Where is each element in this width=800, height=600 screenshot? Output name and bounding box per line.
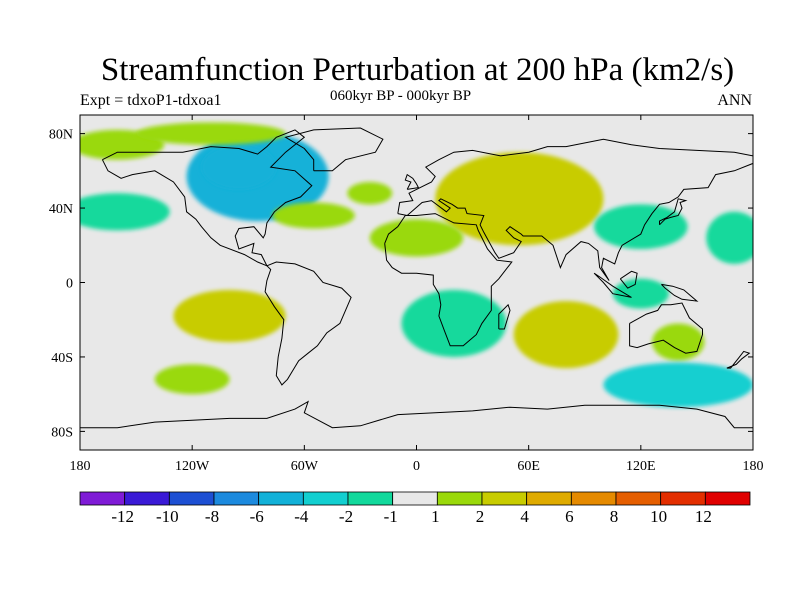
- region-south-atlantic-positive: [154, 364, 230, 395]
- coastline-greenland: [284, 127, 384, 172]
- x-tick-label: 120E: [626, 459, 656, 474]
- colorbar-swatch: [436, 491, 483, 506]
- coastline-uk: [404, 173, 420, 190]
- region-pacific-negative-east: [706, 211, 753, 264]
- colorbar-label: 12: [695, 507, 712, 526]
- region-north-america-core: [201, 144, 277, 190]
- region-africa-north-positive: [369, 219, 464, 257]
- coastline-eurasia: [397, 138, 753, 281]
- region-southern-africa-negative: [401, 289, 507, 357]
- x-tick-label: 120W: [175, 459, 210, 474]
- experiment-label: Expt = tdxoP1-tdxoa1: [80, 92, 222, 109]
- season-label: ANN: [717, 92, 752, 109]
- region-south-pacific-positive: [173, 289, 286, 343]
- coastline-antarctica: [80, 400, 753, 429]
- y-tick-label: 40N: [49, 202, 73, 217]
- colorbar-swatch: [79, 491, 126, 506]
- region-asia-core: [496, 176, 580, 229]
- colorbar-swatch: [213, 491, 260, 506]
- colorbar-label: -2: [339, 507, 353, 526]
- colorbar-swatch: [660, 491, 706, 506]
- period-label: 060kyr BP - 000kyr BP: [330, 88, 472, 104]
- colorbar-swatch: [302, 491, 349, 506]
- colorbar-label: 6: [565, 507, 574, 526]
- region-indian-ocean-positive: [513, 301, 619, 369]
- region-europe-positive: [347, 182, 393, 205]
- colorbar-swatch: [168, 491, 215, 506]
- colorbar-label: 1: [431, 507, 440, 526]
- colorbar-label: -12: [111, 507, 134, 526]
- colorbar-label: 2: [476, 507, 485, 526]
- colorbar-label: -10: [156, 507, 179, 526]
- y-tick-label: 0: [66, 277, 73, 292]
- region-australia-positive: [652, 323, 705, 361]
- region-southern-ocean-negative: [603, 362, 753, 408]
- y-tick-label: 80S: [51, 425, 73, 440]
- y-tick-label: 80N: [49, 128, 73, 143]
- colorbar-label: -4: [294, 507, 309, 526]
- x-tick-label: 180: [70, 459, 91, 474]
- colorbar-swatch: [124, 491, 170, 506]
- colorbar-swatch: [392, 491, 438, 506]
- region-north-atlantic-positive: [272, 202, 355, 229]
- x-tick-label: 180: [743, 459, 764, 474]
- coastline-new-zealand: [726, 350, 751, 369]
- colorbar-swatch: [704, 491, 751, 506]
- colorbar-label: -6: [250, 507, 264, 526]
- coastline-madagascar: [498, 303, 511, 330]
- region-north-pacific-negative: [80, 193, 170, 231]
- colorbar-swatch: [615, 491, 662, 506]
- colorbar-label: 8: [610, 507, 619, 526]
- x-tick-label: 60W: [291, 459, 319, 474]
- coastline-japan: [659, 198, 688, 226]
- coastline-borneo: [619, 270, 638, 289]
- chart-title: Streamfunction Perturbation at 200 hPa (…: [100, 52, 735, 88]
- region-east-asia-negative: [594, 204, 688, 250]
- colorbar-swatch: [481, 491, 528, 506]
- colorbar-swatch: [526, 491, 572, 506]
- colorbar-label: -8: [205, 507, 219, 526]
- coastline-australia: [629, 302, 703, 354]
- coastline-new-guinea: [661, 283, 699, 302]
- region-arctic-positive-canada: [136, 122, 286, 145]
- coastline-indonesia: [593, 272, 632, 298]
- y-tick-label: 40S: [51, 351, 73, 366]
- x-tick-label: 0: [413, 459, 420, 474]
- colorbar-label: 4: [520, 507, 529, 526]
- coastline-north-america: [101, 129, 313, 267]
- colorbar-swatch: [570, 491, 617, 506]
- coastline-africa: [384, 213, 513, 347]
- colorbar-label: -1: [384, 507, 398, 526]
- coastline-south-america: [264, 261, 352, 386]
- colorbar-swatch: [347, 491, 394, 506]
- x-tick-label: 60E: [517, 459, 540, 474]
- colorbar-swatch: [258, 491, 304, 506]
- region-maritime-negative: [612, 278, 669, 309]
- colorbar-label: 10: [650, 507, 667, 526]
